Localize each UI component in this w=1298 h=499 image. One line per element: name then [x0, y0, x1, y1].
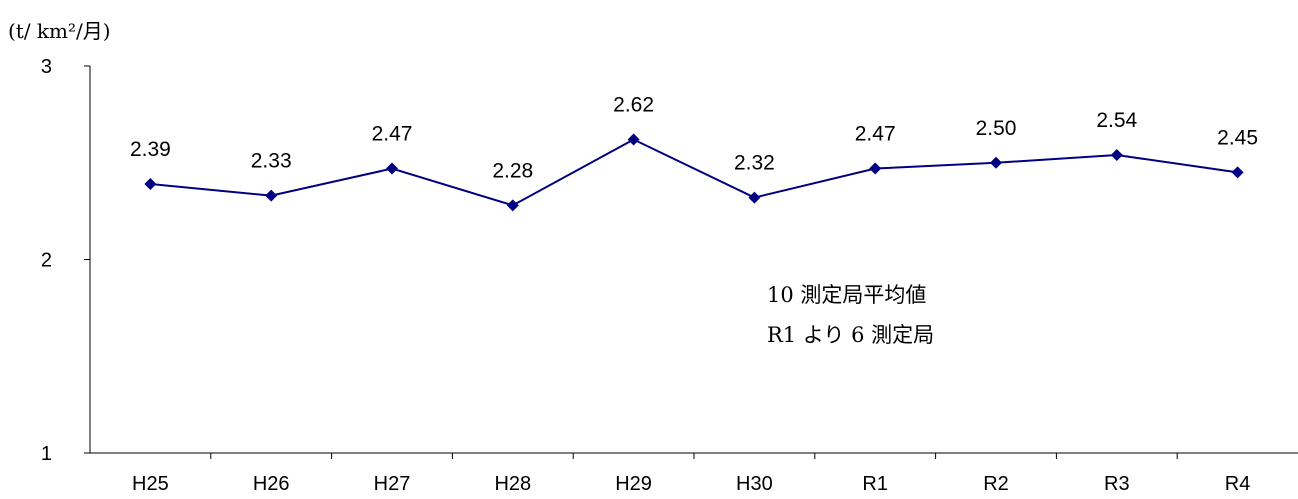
data-label: 2.62 [613, 94, 654, 117]
x-tick-label: R1 [862, 473, 888, 495]
data-label: 2.47 [855, 123, 896, 146]
y-axis-unit-label: (t/ km²/月) [8, 19, 111, 43]
data-point-marker [990, 156, 1002, 169]
data-label: 2.39 [130, 138, 171, 161]
x-tick-labels: H25 H26 H27 H28 H29 H30 R1 R2 R3 R4 [132, 473, 1250, 495]
data-label: 2.50 [976, 117, 1017, 140]
y-tick-label: 1 [41, 443, 52, 465]
series-group [144, 133, 1244, 212]
x-tick-label: H25 [132, 473, 169, 495]
annotation-line-1: 10 測定局平均値 [767, 283, 926, 307]
y-tick-label: 3 [41, 56, 52, 78]
x-tick-label: R4 [1225, 473, 1251, 495]
data-point-marker [386, 162, 398, 175]
x-tick-label: R3 [1104, 473, 1130, 495]
data-labels: 2.39 2.33 2.47 2.28 2.62 2.32 2.47 2.50 2.54 2.45 [130, 94, 1258, 183]
data-point-marker [144, 178, 157, 191]
annotation-line-2: R1 より 6 測定局 [767, 323, 934, 347]
data-label: 2.54 [1096, 109, 1137, 132]
data-point-marker [1110, 149, 1123, 162]
data-label: 2.45 [1217, 126, 1258, 149]
y-tick-labels: 1 2 3 [41, 56, 52, 465]
data-label: 2.28 [492, 159, 533, 182]
data-point-marker [265, 189, 278, 202]
x-tick-label: H27 [374, 473, 411, 495]
data-label: 2.33 [251, 150, 292, 173]
x-tick-label: H28 [494, 473, 531, 495]
x-tick-label: H26 [253, 473, 290, 495]
x-tick-label: R2 [983, 473, 1009, 495]
data-point-marker [627, 133, 640, 146]
data-label: 2.32 [734, 152, 775, 175]
x-tick-label: H30 [736, 473, 773, 495]
data-point-marker [869, 162, 882, 175]
data-point-marker [748, 191, 761, 204]
data-point-marker [506, 199, 519, 212]
data-point-marker [1231, 166, 1244, 179]
y-tick-label: 2 [41, 250, 52, 272]
x-tick-label: H29 [615, 473, 652, 495]
axes [84, 65, 1298, 459]
data-label: 2.47 [372, 123, 413, 146]
series-line [150, 138, 1238, 207]
